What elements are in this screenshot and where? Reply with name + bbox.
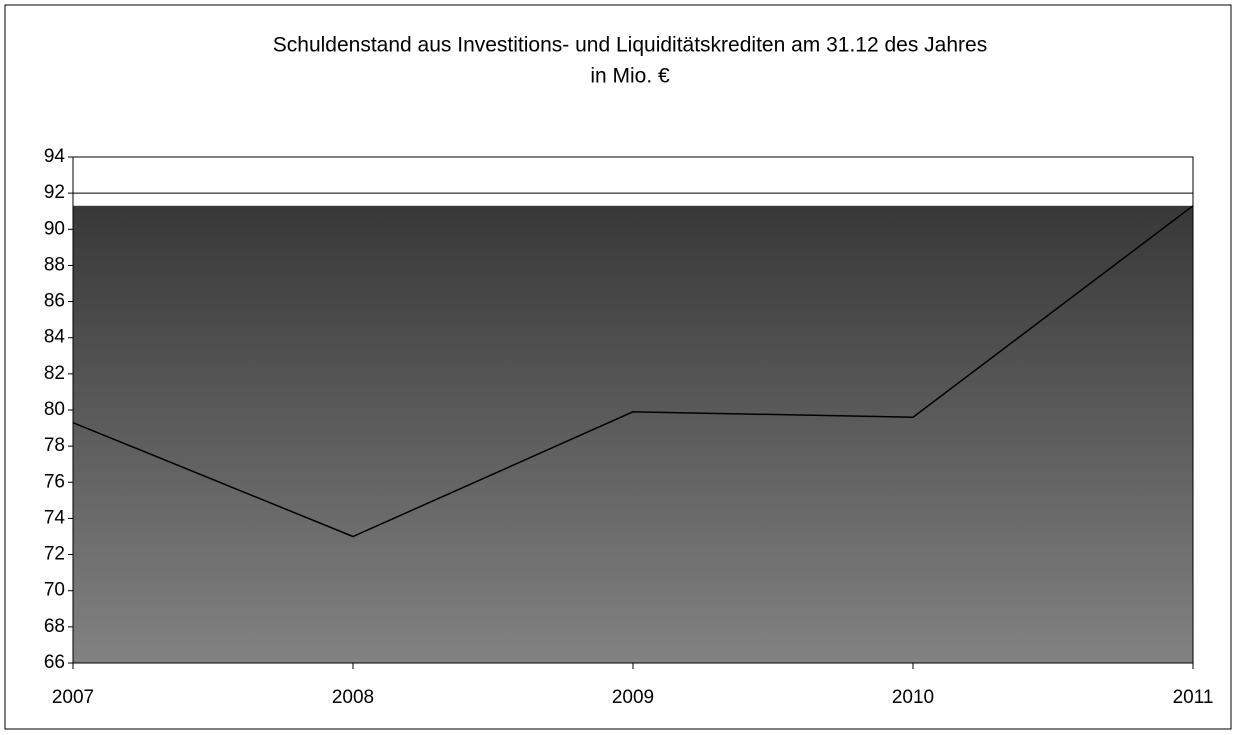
y-tick-label: 78 bbox=[44, 435, 65, 456]
y-tick-label: 76 bbox=[44, 471, 65, 492]
chart-title: Schuldenstand aus Investitions- und Liqu… bbox=[273, 34, 987, 57]
y-tick-label: 86 bbox=[44, 291, 65, 312]
y-tick-label: 90 bbox=[44, 218, 65, 239]
chart-subtitle: in Mio. € bbox=[590, 65, 670, 88]
y-tick-label: 72 bbox=[44, 544, 65, 565]
x-tick-label: 2011 bbox=[1173, 687, 1214, 708]
x-tick-label: 2010 bbox=[892, 687, 934, 708]
y-tick-label: 84 bbox=[44, 327, 66, 348]
y-tick-label: 70 bbox=[44, 580, 65, 601]
y-tick-label: 74 bbox=[44, 507, 66, 528]
y-tick-label: 82 bbox=[44, 363, 65, 384]
x-tick-label: 2007 bbox=[52, 687, 94, 708]
x-tick-label: 2009 bbox=[612, 687, 654, 708]
data-line bbox=[72, 205, 1194, 538]
y-tick-label: 66 bbox=[44, 652, 65, 673]
y-tick-label: 80 bbox=[44, 399, 65, 420]
y-tick-label: 88 bbox=[44, 254, 65, 275]
y-tick-label: 68 bbox=[44, 616, 65, 637]
y-tick-label: 94 bbox=[44, 146, 66, 167]
plot-shading bbox=[73, 205, 1193, 664]
x-tick-label: 2008 bbox=[332, 687, 374, 708]
y-tick-label: 92 bbox=[44, 182, 65, 203]
